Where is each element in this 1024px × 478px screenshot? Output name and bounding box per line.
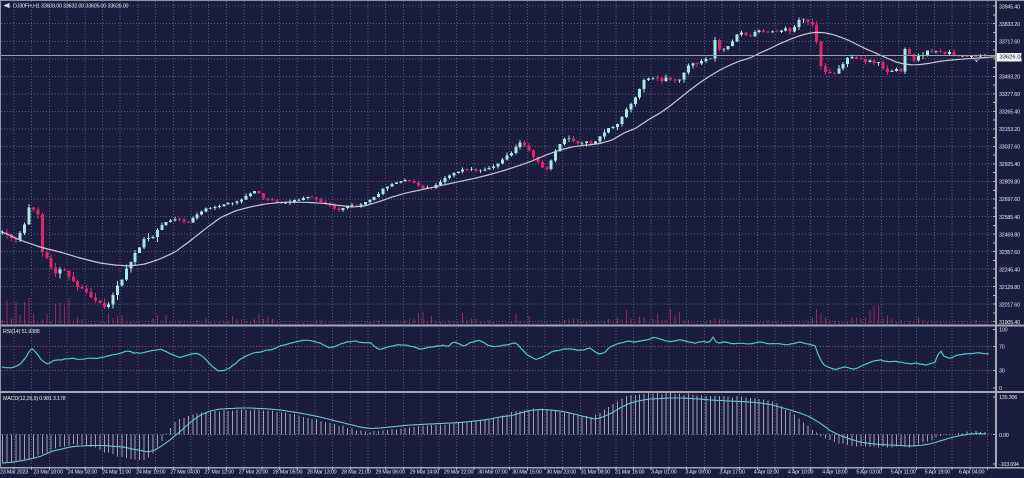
svg-text:3 Apr 09:00: 3 Apr 09:00 <box>685 470 711 476</box>
svg-text:24 Mar 11:00: 24 Mar 11:00 <box>102 470 131 476</box>
svg-text:MACD(12,26,9) 0.981 3.178: MACD(12,26,9) 0.981 3.178 <box>3 396 66 402</box>
svg-text:70: 70 <box>999 345 1005 351</box>
svg-text:5 Apr 11:00: 5 Apr 11:00 <box>891 470 916 476</box>
svg-text:33153.20: 33153.20 <box>999 127 1020 133</box>
svg-text:33717.60: 33717.60 <box>999 40 1020 46</box>
svg-text:27 Mar 12:00: 27 Mar 12:00 <box>205 470 235 476</box>
svg-text:32357.60: 32357.60 <box>999 250 1020 256</box>
svg-text:33265.40: 33265.40 <box>999 110 1020 116</box>
svg-text:4 Apr 10:00: 4 Apr 10:00 <box>788 470 814 476</box>
svg-text:3 Apr 17:00: 3 Apr 17:00 <box>720 470 746 476</box>
svg-text:-103.694: -103.694 <box>999 462 1019 468</box>
svg-text:RSI(14) 51.9388: RSI(14) 51.9388 <box>3 329 40 335</box>
svg-text:31 Mar 08:00: 31 Mar 08:00 <box>581 470 611 476</box>
svg-text:33626.00: 33626.00 <box>1000 55 1024 61</box>
svg-text:4 Apr 02:00: 4 Apr 02:00 <box>754 470 780 476</box>
svg-text:5 Apr 03:00: 5 Apr 03:00 <box>856 470 882 476</box>
svg-text:33493.20: 33493.20 <box>999 75 1020 81</box>
svg-text:29 Mar 14:00: 29 Mar 14:00 <box>410 470 440 476</box>
svg-text:32017.60: 32017.60 <box>999 302 1020 308</box>
svg-text:32245.40: 32245.40 <box>999 267 1020 273</box>
svg-text:23 Mar 2023: 23 Mar 2023 <box>0 470 28 476</box>
svg-text:135.306: 135.306 <box>999 395 1017 401</box>
svg-text:32925.40: 32925.40 <box>999 162 1020 168</box>
svg-text:6 Apr 04:00: 6 Apr 04:00 <box>959 470 985 476</box>
svg-text:30 Mar 23:00: 30 Mar 23:00 <box>547 470 577 476</box>
svg-text:30 Mar 07:00: 30 Mar 07:00 <box>478 470 508 476</box>
svg-text:3 Apr 01:00: 3 Apr 01:00 <box>651 470 677 476</box>
svg-text:33377.60: 33377.60 <box>999 92 1020 98</box>
svg-text:30: 30 <box>999 369 1005 375</box>
svg-text:0: 0 <box>999 386 1002 392</box>
svg-text:29 Mar 22:00: 29 Mar 22:00 <box>444 470 474 476</box>
svg-text:28 Mar 21:00: 28 Mar 21:00 <box>341 470 371 476</box>
svg-text:5 Apr 19:00: 5 Apr 19:00 <box>925 470 951 476</box>
svg-text:DJ30Fi+,H1 33608.00 33632.00: DJ30Fi+,H1 33608.00 33632.00 33605.00 33… <box>13 3 129 9</box>
svg-text:28 Mar 05:00: 28 Mar 05:00 <box>273 470 303 476</box>
svg-text:33833.20: 33833.20 <box>999 22 1020 28</box>
svg-text:28 Mar 13:00: 28 Mar 13:00 <box>307 470 337 476</box>
svg-text:29 Mar 06:00: 29 Mar 06:00 <box>376 470 406 476</box>
svg-text:4 Apr 18:00: 4 Apr 18:00 <box>822 470 848 476</box>
svg-text:32469.80: 32469.80 <box>999 232 1020 238</box>
svg-text:32129.80: 32129.80 <box>999 285 1020 291</box>
svg-text:33037.60: 33037.60 <box>999 145 1020 151</box>
svg-text:30 Mar 15:00: 30 Mar 15:00 <box>512 470 542 476</box>
svg-text:32809.80: 32809.80 <box>999 180 1020 186</box>
svg-text:31905.40: 31905.40 <box>999 320 1020 326</box>
svg-text:24 Mar 03:00: 24 Mar 03:00 <box>68 470 98 476</box>
svg-text:23 Mar 18:00: 23 Mar 18:00 <box>34 470 64 476</box>
svg-text:32585.40: 32585.40 <box>999 215 1020 221</box>
svg-text:24 Mar 19:00: 24 Mar 19:00 <box>136 470 166 476</box>
svg-text:31 Mar 16:00: 31 Mar 16:00 <box>615 470 645 476</box>
svg-text:27 Mar 04:00: 27 Mar 04:00 <box>170 470 200 476</box>
svg-text:0.00: 0.00 <box>999 433 1009 439</box>
svg-text:100: 100 <box>999 328 1008 334</box>
svg-text:27 Mar 20:00: 27 Mar 20:00 <box>239 470 269 476</box>
svg-text:32697.60: 32697.60 <box>999 197 1020 203</box>
svg-text:33945.40: 33945.40 <box>999 4 1020 10</box>
